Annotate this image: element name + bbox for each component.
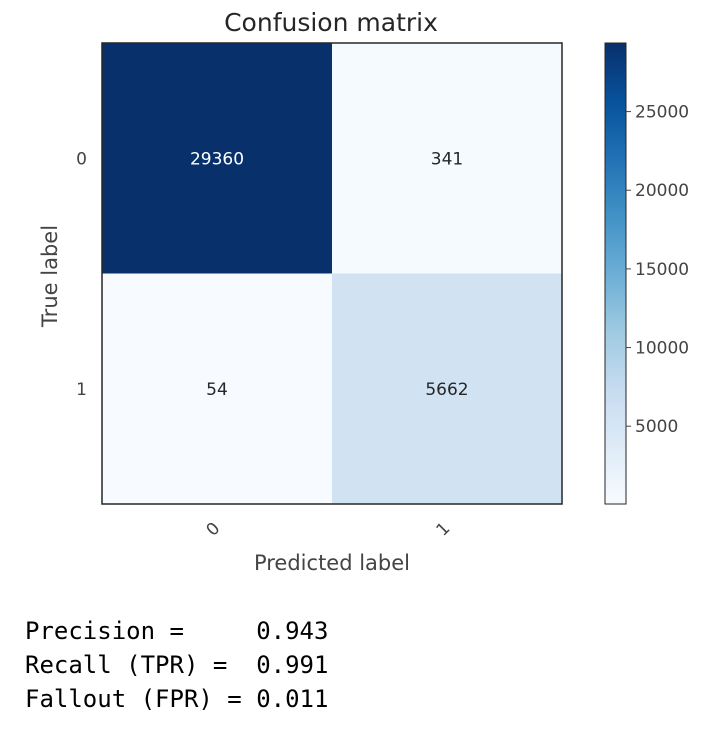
x-tick-label: 1 — [433, 519, 455, 541]
metric-precision: Precision = 0.943 — [25, 614, 328, 648]
colorbar-tick-label: 10000 — [635, 339, 689, 359]
heatmap-cell — [102, 273, 332, 504]
cell-value-label: 5662 — [425, 380, 468, 400]
colorbar — [604, 42, 627, 505]
colorbar-ticks: 5000 10000 15000 20000 25000 — [626, 103, 689, 437]
x-axis-label: Predicted label — [254, 551, 410, 575]
metric-label: Recall (TPR) = — [25, 651, 257, 679]
heatmap-cell — [332, 273, 562, 504]
metric-fallout: Fallout (FPR) = 0.011 — [25, 682, 328, 716]
metric-label: Fallout (FPR) = — [25, 685, 257, 713]
heatmap-cell-labels: 29360 341 54 5662 — [190, 149, 469, 400]
colorbar-tick-label: 15000 — [635, 260, 689, 280]
metric-value: 0.011 — [256, 685, 329, 713]
metrics-output: Precision = 0.943 Recall (TPR) = 0.991 F… — [25, 614, 328, 716]
metric-value: 0.991 — [256, 651, 329, 679]
heatmap-cells — [102, 43, 562, 504]
metric-value: 0.943 — [256, 617, 329, 645]
metric-recall: Recall (TPR) = 0.991 — [25, 648, 328, 682]
cell-value-label: 29360 — [190, 149, 244, 169]
cell-value-label: 54 — [206, 380, 228, 400]
colorbar-tick-label: 25000 — [635, 103, 689, 123]
cell-value-label: 341 — [431, 149, 463, 169]
heatmap-cell — [102, 43, 332, 274]
colorbar-tick-label: 20000 — [635, 181, 689, 201]
colorbar-tick-label: 5000 — [635, 417, 678, 437]
y-axis-label: True label — [38, 225, 62, 328]
y-tick-label: 0 — [76, 149, 87, 169]
chart-title: Confusion matrix — [224, 8, 438, 37]
y-tick-labels: 01 — [76, 149, 87, 400]
heatmap-cell — [332, 43, 562, 274]
plot-frame — [101, 42, 563, 505]
metric-label: Precision = — [25, 617, 257, 645]
y-tick-label: 1 — [76, 380, 87, 400]
x-tick-label: 0 — [203, 519, 225, 541]
